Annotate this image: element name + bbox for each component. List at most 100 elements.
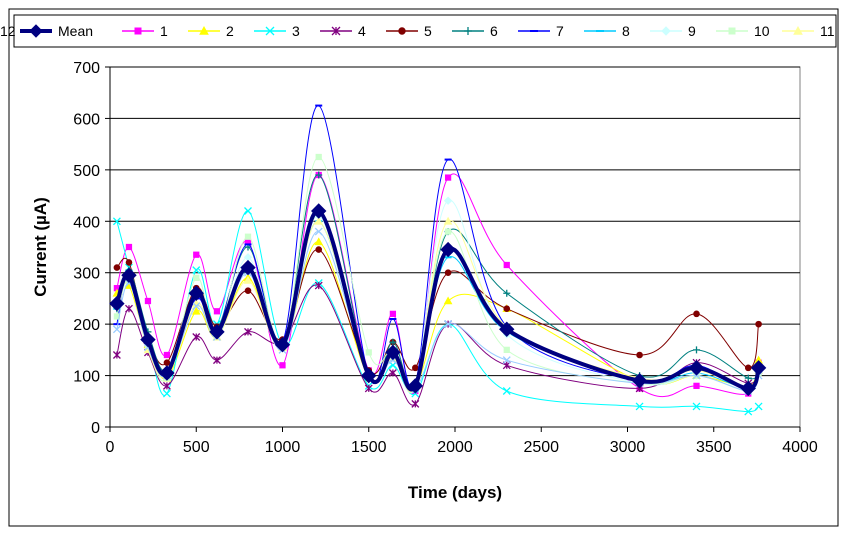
data-point-Mean (631, 373, 648, 389)
legend-label: 4 (358, 23, 366, 39)
data-point-5 (755, 320, 762, 328)
data-point-4 (125, 304, 133, 313)
legend-label: 10 (754, 23, 770, 39)
data-point-1 (503, 261, 510, 269)
legend-label: 1 (160, 23, 168, 39)
data-point-4 (162, 381, 171, 390)
data-point-5 (636, 351, 643, 359)
data-point-11 (443, 216, 453, 225)
legend-marker-3 (265, 26, 275, 36)
data-point-10 (315, 153, 322, 161)
data-point-Mean (311, 203, 327, 219)
legend-marker-6 (464, 27, 472, 35)
legend-marker-4 (331, 26, 341, 36)
y-tick-label: 600 (73, 111, 100, 128)
data-point-Mean (274, 337, 291, 353)
data-point-4 (212, 356, 221, 365)
data-point-6 (693, 346, 700, 354)
data-point-3 (192, 266, 201, 275)
data-point-Mean (209, 324, 225, 340)
y-axis-label: Current (µA) (31, 197, 50, 297)
legend-marker-10 (728, 27, 736, 35)
x-tick-label: 3500 (696, 439, 732, 456)
x-tick-label: 0 (106, 439, 115, 456)
data-point-12 (192, 302, 201, 311)
data-point-Mean (740, 380, 756, 397)
data-point-6 (503, 289, 511, 297)
data-point-4 (314, 281, 323, 290)
data-point-5 (113, 264, 121, 271)
data-point-5 (412, 364, 419, 372)
data-point-2 (314, 237, 324, 246)
y-tick-label: 200 (73, 317, 100, 334)
y-tick-label: 700 (73, 60, 100, 77)
data-point-2 (443, 296, 453, 305)
legend-marker-5 (398, 27, 406, 35)
legend-marker-11 (793, 25, 803, 35)
data-point-12 (692, 371, 701, 380)
x-tick-label: 4000 (782, 439, 818, 456)
data-point-1 (193, 251, 200, 258)
data-point-Mean (688, 360, 705, 376)
data-point-Mean (121, 267, 137, 283)
legend-label: 9 (688, 23, 696, 39)
legend-label: 11 (820, 23, 835, 39)
legend-label: 2 (226, 23, 234, 39)
x-tick-label: 1500 (351, 439, 387, 456)
data-point-4 (411, 399, 420, 408)
data-point-1 (693, 382, 700, 389)
data-point-12 (112, 325, 121, 334)
data-point-5 (163, 359, 171, 367)
data-point-4 (112, 351, 121, 359)
y-tick-label: 500 (73, 163, 100, 180)
x-tick-label: 2000 (437, 439, 473, 456)
data-point-1 (444, 174, 452, 181)
legend-marker-1 (134, 27, 142, 35)
legend-label: 7 (556, 23, 564, 39)
data-point-10 (444, 228, 452, 235)
data-point-3 (744, 407, 753, 416)
legend-marker-9 (661, 26, 671, 36)
data-point-6 (389, 338, 397, 346)
legend-marker-2 (199, 25, 209, 35)
data-point-1 (163, 351, 171, 359)
x-tick-label: 2500 (523, 439, 559, 456)
data-point-Mean (361, 367, 377, 384)
data-point-6 (315, 171, 323, 179)
y-tick-label: 100 (73, 369, 100, 386)
legend-label: 8 (622, 23, 630, 39)
data-point-1 (125, 243, 133, 251)
x-tick-label: 1000 (265, 439, 301, 456)
data-point-11 (243, 275, 253, 284)
data-point-10 (193, 274, 200, 281)
data-point-4 (364, 384, 373, 393)
data-point-11 (314, 216, 324, 225)
data-point-Mean (140, 331, 156, 348)
data-point-10 (503, 346, 510, 353)
data-point-5 (125, 259, 133, 266)
y-tick-label: 0 (91, 420, 100, 437)
data-point-4 (192, 333, 201, 341)
data-point-5 (744, 364, 752, 372)
data-point-1 (213, 308, 221, 315)
data-point-3 (754, 402, 763, 411)
legend-label: 5 (424, 23, 432, 39)
data-point-Mean (240, 259, 256, 276)
data-point-Mean (499, 321, 515, 337)
data-point-Mean (407, 378, 424, 394)
data-point-12 (314, 227, 323, 236)
x-axis-label: Time (days) (408, 483, 502, 502)
data-point-12 (444, 320, 453, 329)
data-point-9 (443, 196, 453, 205)
data-point-2 (191, 306, 201, 315)
y-tick-label: 400 (73, 214, 100, 231)
data-point-5 (444, 269, 452, 277)
data-point-10 (244, 233, 252, 240)
data-point-3 (112, 217, 121, 226)
data-point-5 (315, 246, 323, 253)
data-point-5 (503, 305, 511, 313)
legend-label: 12 (0, 23, 16, 39)
